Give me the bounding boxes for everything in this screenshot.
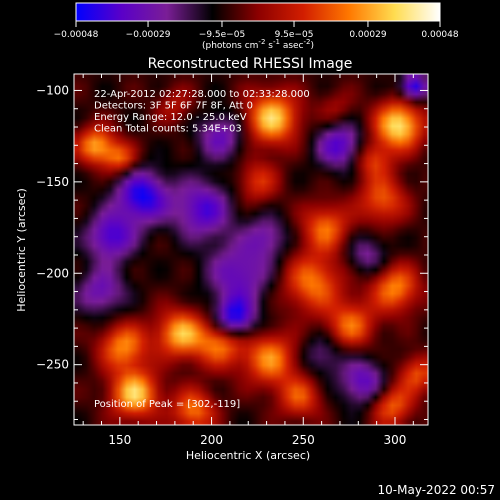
colorbar: −0.00048 −0.00029 −9.5e−05 9.5e−05 0.00029 0.… (54, 2, 459, 51)
footer-date: 10-May-2022 00:57 (378, 483, 495, 497)
colorbar-tick-label: −0.00048 (54, 30, 99, 40)
annotation-block: 22-Apr-2012 02:27:28.000 to 02:33:28.000… (94, 89, 310, 135)
y-tick-label: −200 (36, 266, 69, 280)
x-tick-label: 250 (292, 433, 315, 447)
colorbar-units: (photons cm-2 s-1 asec-2) (202, 38, 314, 51)
chart-title: Reconstructed RHESSI Image (148, 56, 353, 72)
x-axis: 150 200 250 300 (82, 74, 414, 447)
annotation-line: Clean Total counts: 5.34E+03 (94, 124, 242, 135)
colorbar-frame (75, 2, 441, 22)
x-tick-label: 200 (200, 433, 223, 447)
colorbar-tick-label: 9.5e−05 (275, 30, 314, 40)
y-tick-label: −250 (36, 358, 69, 372)
colorbar-tick-label: −0.00029 (126, 30, 171, 40)
x-tick-label: 150 (108, 433, 131, 447)
annotation-line: 22-Apr-2012 02:27:28.000 to 02:33:28.000 (94, 89, 310, 100)
y-tick-label: −150 (36, 175, 69, 189)
annotation-line: Energy Range: 12.0 - 25.0 keV (94, 112, 247, 123)
colorbar-strip (76, 3, 440, 21)
x-axis-label: Heliocentric X (arcsec) (186, 449, 310, 462)
colorbar-ticks: −0.00048 −0.00029 −9.5e−05 9.5e−05 0.00029 0.… (54, 21, 459, 40)
peak-position-label: Position of Peak = [302,-119] (94, 399, 240, 410)
plot-frame (73, 73, 429, 426)
y-axis-label: Heliocentric Y (arcsec) (15, 188, 28, 312)
heatmap-image (74, 74, 428, 425)
colorbar-tick-label: −9.5e−05 (199, 30, 245, 40)
y-tick-label: −100 (36, 83, 69, 97)
colorbar-tick-label: 0.00048 (421, 30, 458, 40)
x-tick-label: 300 (384, 433, 407, 447)
y-axis: −100 −150 −200 −250 (36, 83, 428, 421)
colorbar-tick-label: 0.00029 (349, 30, 386, 40)
annotation-line: Detectors: 3F 5F 6F 7F 8F, Att 0 (94, 101, 253, 112)
